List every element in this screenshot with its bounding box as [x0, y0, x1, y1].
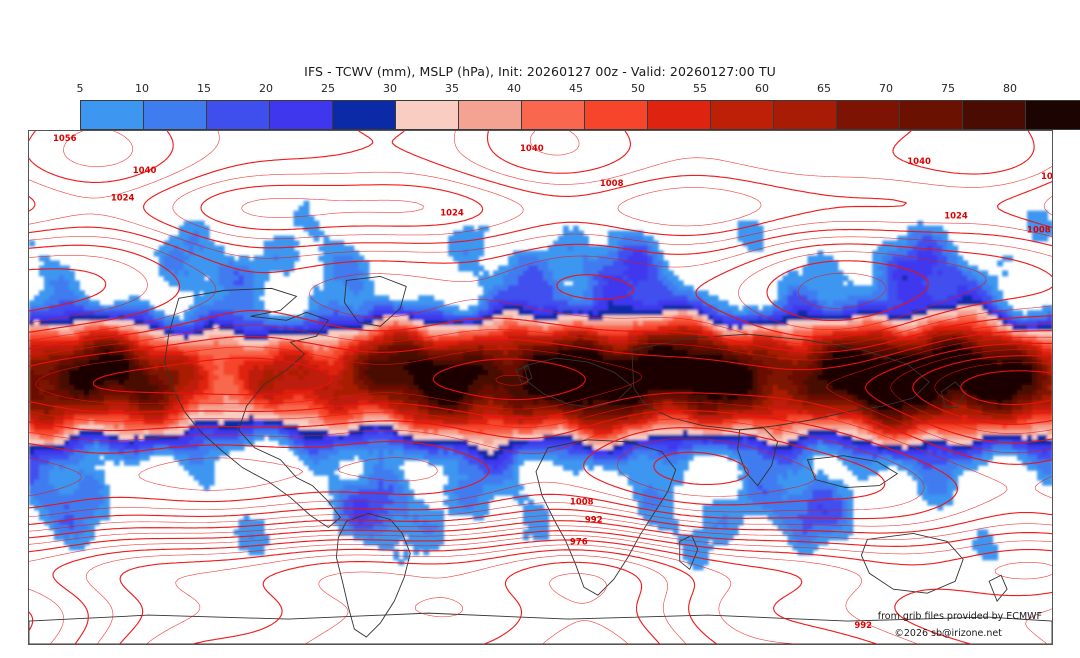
attribution-source: from grib files provided by ECMWF [877, 611, 1042, 622]
colorbar-tick: 30 [383, 82, 397, 95]
colorbar-swatch [459, 101, 522, 129]
colorbar-tick: 60 [755, 82, 769, 95]
colorbar-strip [80, 100, 1080, 130]
colorbar-tick: 20 [259, 82, 273, 95]
colorbar-tick: 70 [879, 82, 893, 95]
colorbar-swatch [648, 101, 711, 129]
attribution-copyright: ©2026 sb@irizone.net [894, 628, 1002, 639]
colorbar-swatch [963, 101, 1026, 129]
colorbar-swatch [711, 101, 774, 129]
colorbar-swatch [207, 101, 270, 129]
colorbar-swatch [81, 101, 144, 129]
colorbar-swatch [774, 101, 837, 129]
map-panel[interactable]: 1056104010241040102410081040105610241008… [28, 130, 1053, 645]
colorbar-tick: 40 [507, 82, 521, 95]
colorbar-tick: 15 [197, 82, 211, 95]
colorbar-tick: 80 [1003, 82, 1017, 95]
colorbar-swatch [522, 101, 585, 129]
colorbar-swatch [1026, 101, 1080, 129]
page-title: IFS - TCWV (mm), MSLP (hPa), Init: 20260… [304, 64, 776, 79]
mslp-isobar-layer [29, 131, 1052, 644]
colorbar-tick: 5 [76, 82, 84, 95]
colorbar-tick: 75 [941, 82, 955, 95]
colorbar-tick: 25 [321, 82, 335, 95]
mslp-label-layer: 1056104010241040102410081040105610241008… [53, 133, 1052, 630]
colorbar-tick-labels: 5 10 15 20 25 30 35 40 45 50 55 60 65 70 75 80 [0, 82, 1080, 98]
colorbar-swatch [837, 101, 900, 129]
colorbar-tick: 65 [817, 82, 831, 95]
colorbar-tick: 50 [631, 82, 645, 95]
colorbar-tick: 10 [135, 82, 149, 95]
colorbar-tick: 35 [445, 82, 459, 95]
colorbar-swatch [144, 101, 207, 129]
colorbar-swatch [270, 101, 333, 129]
colorbar-swatch [900, 101, 963, 129]
colorbar: 5 10 15 20 25 30 35 40 45 50 55 60 65 70 75 80 [0, 82, 1080, 130]
weather-map[interactable]: 1056104010241040102410081040105610241008… [29, 131, 1052, 644]
colorbar-tick: 55 [693, 82, 707, 95]
colorbar-swatch [333, 101, 396, 129]
colorbar-swatch [585, 101, 648, 129]
colorbar-swatch [396, 101, 459, 129]
colorbar-tick: 45 [569, 82, 583, 95]
